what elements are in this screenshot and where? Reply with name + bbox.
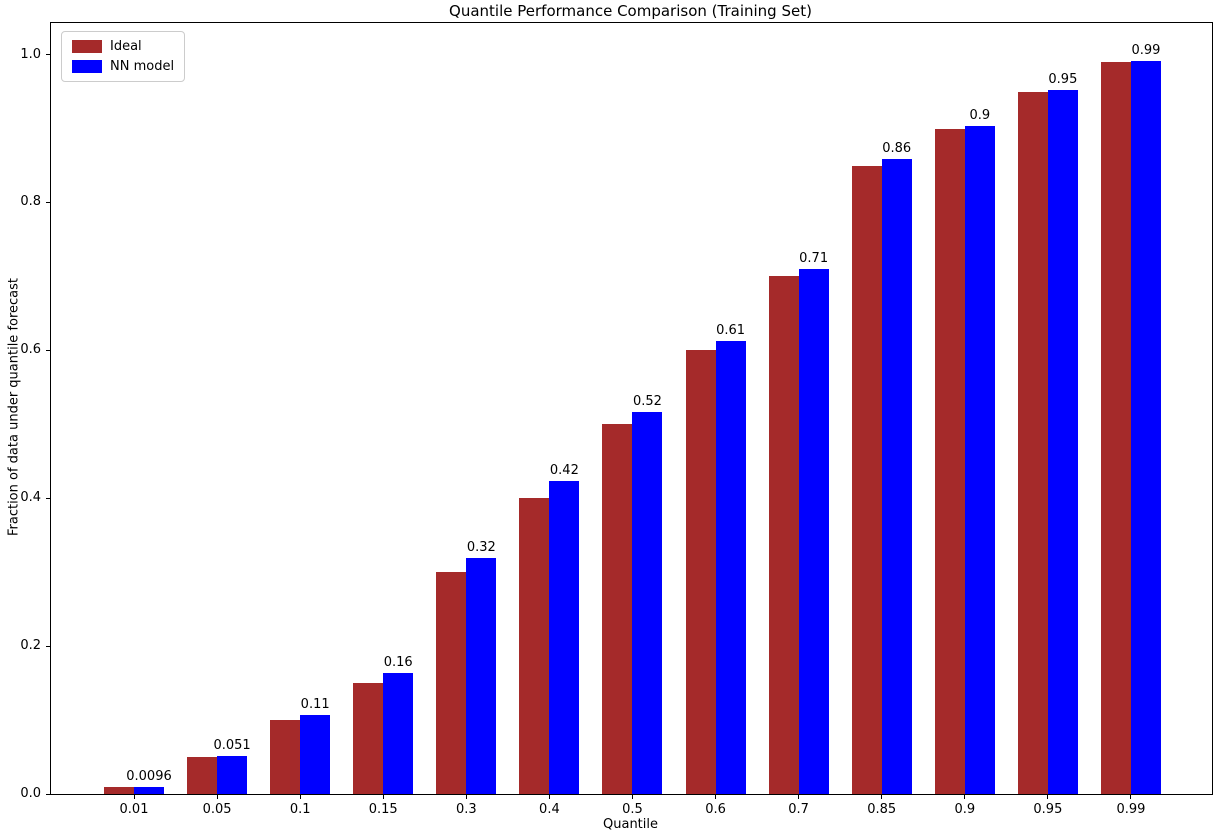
bar-nn-model [134,786,164,794]
bar-value-label: 0.61 [716,323,746,339]
bar-nn-model [1130,61,1161,794]
x-tick-mark [382,795,384,799]
bar-ideal [851,165,882,794]
bar-nn-model [217,756,248,794]
x-axis-label: Quantile [603,817,658,832]
x-tick-mark [1130,795,1132,799]
bar-ideal [353,683,384,794]
x-tick-label: 0.6 [705,802,726,817]
y-tick-label: 0.0 [20,786,41,801]
x-tick-label: 0.1 [289,802,311,817]
x-tick-mark [216,795,218,799]
bar-nn-model [549,481,580,794]
legend-swatch-icon [72,40,102,53]
bar-nn-model [1047,90,1078,794]
bar-ideal [1100,61,1131,794]
y-tick-label: 0.4 [20,490,41,506]
x-tick-mark [715,795,717,799]
bar-nn-model [383,673,414,794]
bar-value-label: 0.051 [213,738,251,754]
x-tick-label: 0.3 [455,802,477,817]
bar-ideal [187,757,218,794]
bar-ideal [602,424,633,794]
bar-ideal [270,720,301,794]
bar-value-label: 0.9 [969,108,991,124]
bar-nn-model [964,126,995,794]
bar-value-label: 0.99 [1131,43,1161,59]
x-tick-mark [798,795,800,799]
x-tick-label: 0.85 [867,802,897,817]
bar-value-label: 0.0096 [126,768,172,784]
bar-value-label: 0.52 [632,393,662,409]
x-tick-mark [299,795,301,799]
bar-ideal [436,572,467,794]
y-tick-mark [46,793,50,795]
x-tick-label: 0.5 [622,802,643,817]
legend-swatch-icon [72,60,102,73]
bar-ideal [768,276,799,794]
chart-title: Quantile Performance Comparison (Trainin… [449,2,812,20]
bar-nn-model [715,341,746,794]
y-tick-mark [46,349,50,351]
legend: Ideal NN model [61,31,186,82]
bar-nn-model [300,714,331,794]
x-tick-mark [465,795,467,799]
x-tick-label: 0.15 [368,802,398,817]
x-tick-mark [631,795,633,799]
bar-nn-model [466,558,497,794]
x-tick-label: 0.05 [202,802,232,817]
y-tick-label: 0.6 [20,342,41,358]
bar-value-label: 0.86 [882,140,912,156]
bar-value-label: 0.16 [383,655,413,671]
y-tick-label: 0.2 [20,638,41,654]
x-tick-label: 0.01 [119,802,149,817]
bar-nn-model [798,269,829,794]
y-tick-mark [46,645,50,647]
y-tick-label: 0.8 [20,194,41,210]
plot-area: Ideal NN model 0.0 0.2 0.4 0.6 0.8 1.0 0.0096 0.… [20,22,1213,817]
x-tick-label: 0.7 [788,802,809,817]
y-tick-mark [46,54,50,56]
y-tick-mark [46,497,50,499]
bar-nn-model [881,158,912,794]
x-tick-mark [881,795,883,799]
x-tick-mark [1047,795,1049,799]
y-tick-mark [46,201,50,203]
bar-ideal [934,128,965,794]
y-tick-label: 1.0 [20,46,41,62]
legend-item-0: Ideal [72,39,174,54]
x-tick-label: 0.95 [1033,802,1063,817]
bar-value-label: 0.95 [1048,72,1078,88]
bar-value-label: 0.42 [549,463,579,479]
x-tick-mark [133,795,135,799]
bar-nn-model [632,411,663,794]
bar-ideal [519,498,550,794]
x-tick-label: 0.4 [539,802,560,817]
bar-ideal [1017,91,1048,794]
legend-label: NN model [110,59,175,74]
x-tick-label: 0.99 [1116,802,1146,817]
y-axis-label: Fraction of data under quantile forecast [6,277,22,537]
bar-ideal [104,786,134,794]
bar-value-label: 0.11 [300,696,330,712]
legend-label: Ideal [110,39,142,54]
x-tick-label: 0.9 [954,802,976,817]
x-tick-mark [548,795,550,799]
x-tick-mark [964,795,966,799]
bar-ideal [685,350,716,794]
bar-value-label: 0.71 [799,251,829,266]
bar-value-label: 0.32 [466,540,496,556]
legend-item-1: NN model [72,59,174,74]
